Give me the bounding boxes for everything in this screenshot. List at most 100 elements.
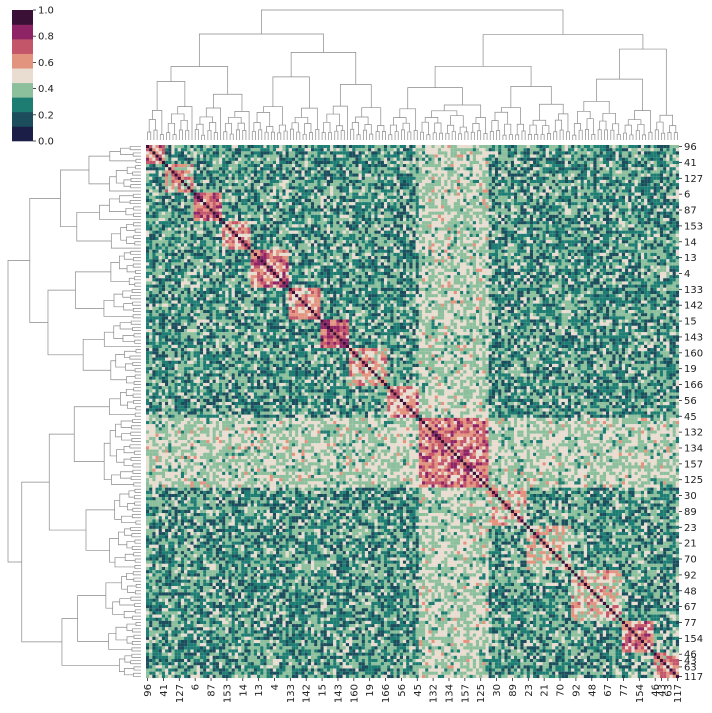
heatmap-cell: [403, 208, 406, 211]
heatmap-cell: [577, 174, 580, 177]
heatmap-cell: [508, 155, 511, 158]
heatmap-cell: [631, 196, 634, 199]
heatmap-cell: [470, 170, 473, 173]
dendrogram-link: [414, 130, 417, 140]
heatmap-cell: [549, 205, 552, 208]
dendrogram-link: [100, 205, 141, 219]
heatmap-cell: [612, 199, 615, 202]
heatmap-cell: [492, 145, 495, 148]
dendrogram-link: [106, 583, 122, 608]
heatmap-cell: [260, 145, 263, 148]
heatmap-cell: [482, 208, 485, 211]
heatmap-cell: [419, 218, 422, 221]
heatmap-cell: [520, 155, 523, 158]
heatmap-cell: [454, 224, 457, 227]
heatmap-cell: [397, 148, 400, 151]
heatmap-cell: [251, 218, 254, 221]
heatmap-cell: [577, 186, 580, 189]
heatmap-cell: [317, 196, 320, 199]
heatmap-cell: [584, 189, 587, 192]
dendrogram-link: [290, 129, 293, 140]
heatmap-cell: [225, 158, 228, 161]
heatmap-cell: [241, 212, 244, 215]
heatmap-cell: [251, 155, 254, 158]
heatmap-cell: [336, 205, 339, 208]
heatmap-cell: [416, 177, 419, 180]
heatmap-cell: [327, 212, 330, 215]
heatmap-cell: [178, 231, 181, 234]
heatmap-cell: [514, 218, 517, 221]
heatmap-cell: [419, 180, 422, 183]
heatmap-cell: [362, 227, 365, 230]
heatmap-cell: [600, 193, 603, 196]
heatmap-cell: [346, 205, 349, 208]
heatmap-cell: [346, 227, 349, 230]
heatmap-cell: [184, 180, 187, 183]
heatmap-cell: [479, 158, 482, 161]
heatmap-cell: [654, 161, 657, 164]
heatmap-cell: [308, 196, 311, 199]
heatmap-cell: [612, 183, 615, 186]
heatmap-cell: [374, 221, 377, 224]
heatmap-cell: [663, 186, 666, 189]
heatmap-cell: [622, 174, 625, 177]
heatmap-cell: [235, 215, 238, 218]
heatmap-cell: [470, 193, 473, 196]
heatmap-cell: [251, 202, 254, 205]
heatmap-cell: [647, 199, 650, 202]
heatmap-cell: [447, 227, 450, 230]
heatmap-cell: [619, 167, 622, 170]
heatmap-cell: [565, 186, 568, 189]
heatmap-cell: [181, 231, 184, 234]
heatmap-cell: [552, 161, 555, 164]
heatmap-cell: [603, 189, 606, 192]
heatmap-cell: [171, 202, 174, 205]
heatmap-cell: [619, 161, 622, 164]
heatmap-cell: [305, 170, 308, 173]
heatmap-cell: [159, 221, 162, 224]
heatmap-cell: [152, 167, 155, 170]
heatmap-cell: [435, 208, 438, 211]
heatmap-cell: [320, 145, 323, 148]
heatmap-cell: [657, 151, 660, 154]
heatmap-cell: [587, 164, 590, 167]
heatmap-cell: [533, 199, 536, 202]
heatmap-cell: [527, 196, 530, 199]
heatmap-cell: [149, 161, 152, 164]
heatmap-cell: [669, 215, 672, 218]
heatmap-cell: [460, 208, 463, 211]
heatmap-cell: [228, 205, 231, 208]
heatmap-cell: [603, 170, 606, 173]
heatmap-cell: [194, 158, 197, 161]
heatmap-cell: [289, 227, 292, 230]
heatmap-cell: [393, 205, 396, 208]
heatmap-cell: [200, 174, 203, 177]
heatmap-cell: [333, 177, 336, 180]
heatmap-cell: [539, 151, 542, 154]
heatmap-cell: [451, 212, 454, 215]
heatmap-cell: [206, 145, 209, 148]
heatmap-cell: [476, 215, 479, 218]
heatmap-cell: [228, 164, 231, 167]
heatmap-cell: [168, 167, 171, 170]
heatmap-cell: [336, 164, 339, 167]
heatmap-cell: [336, 196, 339, 199]
heatmap-cell: [324, 174, 327, 177]
heatmap-cell: [327, 158, 330, 161]
heatmap-cell: [527, 208, 530, 211]
heatmap-cell: [676, 224, 679, 227]
heatmap-cell: [463, 177, 466, 180]
heatmap-cell: [400, 145, 403, 148]
heatmap-cell: [374, 151, 377, 154]
heatmap-cell: [362, 189, 365, 192]
heatmap-cell: [241, 183, 244, 186]
heatmap-cell: [606, 148, 609, 151]
heatmap-cell: [149, 186, 152, 189]
heatmap-cell: [343, 148, 346, 151]
heatmap-cell: [159, 215, 162, 218]
heatmap-cell: [248, 208, 251, 211]
heatmap-cell: [654, 199, 657, 202]
dendrogram-link: [135, 229, 141, 232]
heatmap-cell: [454, 167, 457, 170]
heatmap-cell: [197, 158, 200, 161]
